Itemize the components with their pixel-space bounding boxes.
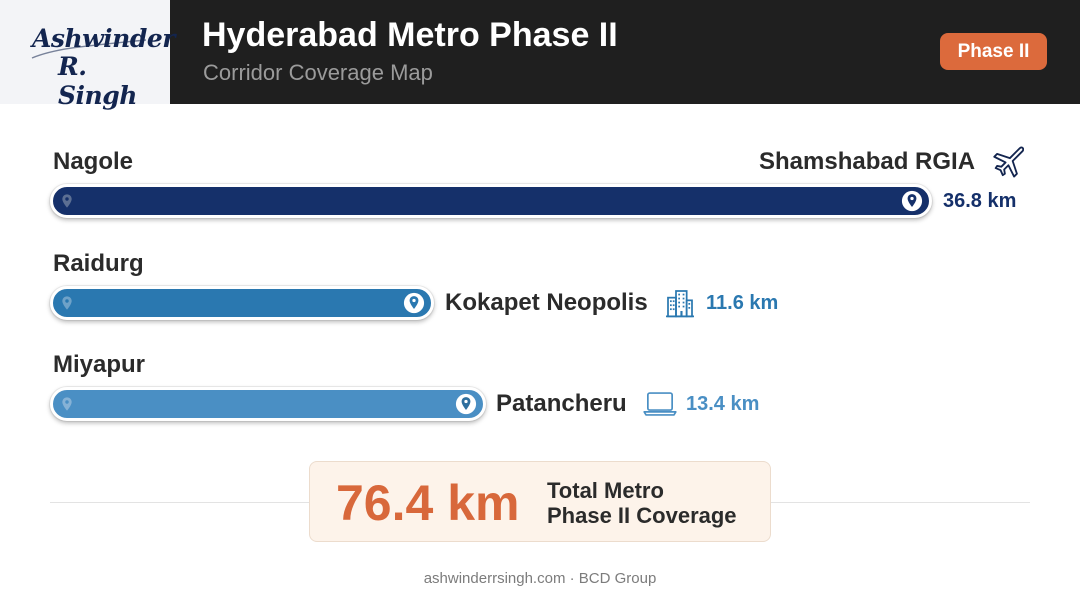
total-coverage-label-line1: Total Metro [547, 478, 664, 503]
airplane-icon [993, 146, 1024, 178]
logo-text-line1: Ashwinder [32, 24, 175, 53]
corridor-3-start-label: Miyapur [53, 351, 146, 378]
logo-swoosh-icon [31, 39, 147, 59]
total-coverage-label-line2: Phase II Coverage [547, 503, 737, 528]
map-pin-start-icon [62, 296, 72, 310]
total-coverage-card: 76.4 km Total Metro Phase II Coverage [309, 461, 771, 542]
corridor-1-start-label: Nagole [53, 148, 134, 175]
logo-text-line2: R. Singh [58, 52, 137, 110]
map-pin-end-icon [403, 292, 425, 314]
page-title: Hyderabad Metro Phase II [202, 16, 618, 54]
building-icon [666, 290, 694, 318]
header-bar: Ashwinder R. Singh Hyderabad Metro Phase… [0, 0, 1080, 110]
corridor-2-start-label: Raidurg [53, 250, 144, 277]
corridor-3-bar [50, 387, 486, 421]
corridor-2-distance: 11.6 km [706, 292, 779, 314]
map-pin-start-icon [62, 397, 72, 411]
map-pin-end-icon [455, 393, 477, 415]
corridor-1-distance: 36.8 km [943, 190, 1017, 212]
map-pin-end-icon [901, 190, 923, 212]
corridor-2-end-label: Kokapet Neopolis [445, 289, 648, 316]
footer-credit: ashwinderrsingh.com · BCD Group [423, 570, 657, 587]
corridor-1-bar [50, 184, 932, 218]
corridor-2-bar [50, 286, 434, 320]
page-subtitle: Corridor Coverage Map [203, 60, 433, 85]
corridor-3-end-label: Patancheru [496, 390, 627, 417]
corridor-1-end-label: Shamshabad RGIA [759, 148, 976, 175]
total-coverage-value: 76.4 km [336, 475, 520, 531]
laptop-icon [643, 392, 677, 416]
map-pin-start-icon [62, 194, 72, 208]
phase-badge: Phase II [940, 33, 1047, 70]
corridor-3-distance: 13.4 km [686, 393, 760, 415]
logo: Ashwinder R. Singh [0, 0, 175, 110]
